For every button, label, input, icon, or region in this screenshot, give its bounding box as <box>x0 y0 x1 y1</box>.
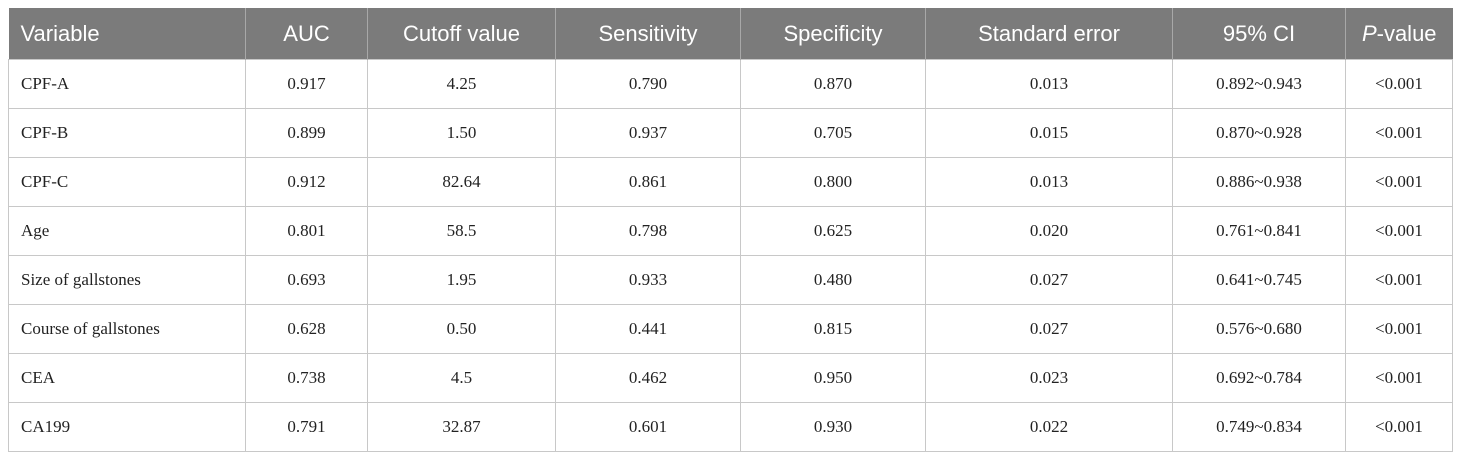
table-cell: 0.576~0.680 <box>1172 304 1346 354</box>
table-cell: 0.023 <box>925 353 1173 403</box>
table-cell: <0.001 <box>1345 157 1453 207</box>
table-cell: 0.013 <box>925 59 1173 109</box>
table-cell: <0.001 <box>1345 59 1453 109</box>
row-label: CEA <box>8 353 246 403</box>
table-cell: 0.815 <box>740 304 926 354</box>
table-cell: 0.641~0.745 <box>1172 255 1346 305</box>
header-cell: Cutoff value <box>367 8 556 60</box>
table-cell: 0.861 <box>555 157 741 207</box>
table-cell: 4.25 <box>367 59 556 109</box>
table-cell: <0.001 <box>1345 353 1453 403</box>
table-cell: 0.738 <box>245 353 368 403</box>
table-cell: 0.870~0.928 <box>1172 108 1346 158</box>
table-cell: 0.692~0.784 <box>1172 353 1346 403</box>
table-cell: 0.912 <box>245 157 368 207</box>
table-cell: 0.027 <box>925 304 1173 354</box>
table-cell: 0.798 <box>555 206 741 256</box>
table-row: Age 0.801 58.5 0.798 0.625 0.020 0.761~0.841 <0… <box>8 206 1453 256</box>
header-cell: Specificity <box>740 8 926 60</box>
table-cell: 0.020 <box>925 206 1173 256</box>
row-label: Course of gallstones <box>8 304 246 354</box>
header-cell: 95% CI <box>1172 8 1346 60</box>
header-row: Variable AUC Cutoff value Sensitivity Specif… <box>8 8 1453 60</box>
table-body: CPF-A 0.917 4.25 0.790 0.870 0.013 0.892~0.943… <box>8 59 1453 452</box>
table-cell: 0.950 <box>740 353 926 403</box>
table-cell: 0.022 <box>925 402 1173 452</box>
table-cell: 0.892~0.943 <box>1172 59 1346 109</box>
table-cell: <0.001 <box>1345 255 1453 305</box>
header-cell: Variable <box>8 8 246 60</box>
results-table: Variable AUC Cutoff value Sensitivity Specif… <box>8 8 1453 452</box>
table-cell: 1.95 <box>367 255 556 305</box>
table-row: CEA 0.738 4.5 0.462 0.950 0.023 0.692~0.784 <0.… <box>8 353 1453 403</box>
header-cell: Standard error <box>925 8 1173 60</box>
header-cell: P-value <box>1345 8 1453 60</box>
table-cell: 0.801 <box>245 206 368 256</box>
table-cell: 82.64 <box>367 157 556 207</box>
table-cell: 0.790 <box>555 59 741 109</box>
row-label: Size of gallstones <box>8 255 246 305</box>
table-cell: 0.937 <box>555 108 741 158</box>
table-cell: <0.001 <box>1345 206 1453 256</box>
table-cell: 0.462 <box>555 353 741 403</box>
table-cell: 0.625 <box>740 206 926 256</box>
table-cell: 0.886~0.938 <box>1172 157 1346 207</box>
table-cell: 4.5 <box>367 353 556 403</box>
table-cell: 0.917 <box>245 59 368 109</box>
table-cell: 0.50 <box>367 304 556 354</box>
table-cell: 58.5 <box>367 206 556 256</box>
table-row: CA199 0.791 32.87 0.601 0.930 0.022 0.749~0.83… <box>8 402 1453 452</box>
table-cell: 0.791 <box>245 402 368 452</box>
table-row: Course of gallstones 0.628 0.50 0.441 0.815 0… <box>8 304 1453 354</box>
table-cell: 0.015 <box>925 108 1173 158</box>
table-cell: 0.800 <box>740 157 926 207</box>
table-cell: 0.899 <box>245 108 368 158</box>
table-cell: 0.693 <box>245 255 368 305</box>
table-cell: 0.870 <box>740 59 926 109</box>
table-row: Size of gallstones 0.693 1.95 0.933 0.480 0.0… <box>8 255 1453 305</box>
table-header: Variable AUC Cutoff value Sensitivity Specif… <box>8 8 1453 60</box>
table-cell: 0.441 <box>555 304 741 354</box>
table-cell: <0.001 <box>1345 108 1453 158</box>
table-cell: 0.930 <box>740 402 926 452</box>
table-cell: 0.749~0.834 <box>1172 402 1346 452</box>
table-cell: 32.87 <box>367 402 556 452</box>
header-cell: Sensitivity <box>555 8 741 60</box>
table-cell: 0.628 <box>245 304 368 354</box>
header-text: -value <box>1376 20 1437 46</box>
table-row: CPF-A 0.917 4.25 0.790 0.870 0.013 0.892~0.943… <box>8 59 1453 109</box>
table-cell: <0.001 <box>1345 304 1453 354</box>
table-cell: 1.50 <box>367 108 556 158</box>
row-label: CPF-B <box>8 108 246 158</box>
table-cell: <0.001 <box>1345 402 1453 452</box>
header-italic: P <box>1361 20 1377 46</box>
table-row: CPF-B 0.899 1.50 0.937 0.705 0.015 0.870~0.928… <box>8 108 1453 158</box>
table-row: CPF-C 0.912 82.64 0.861 0.800 0.013 0.886~0.93… <box>8 157 1453 207</box>
row-label: CPF-C <box>8 157 246 207</box>
row-label: Age <box>8 206 246 256</box>
table-cell: 0.761~0.841 <box>1172 206 1346 256</box>
table-cell: 0.705 <box>740 108 926 158</box>
header-cell: AUC <box>245 8 368 60</box>
table-cell: 0.480 <box>740 255 926 305</box>
table-cell: 0.933 <box>555 255 741 305</box>
table-cell: 0.027 <box>925 255 1173 305</box>
table-cell: 0.601 <box>555 402 741 452</box>
table-cell: 0.013 <box>925 157 1173 207</box>
row-label: CPF-A <box>8 59 246 109</box>
row-label: CA199 <box>8 402 246 452</box>
